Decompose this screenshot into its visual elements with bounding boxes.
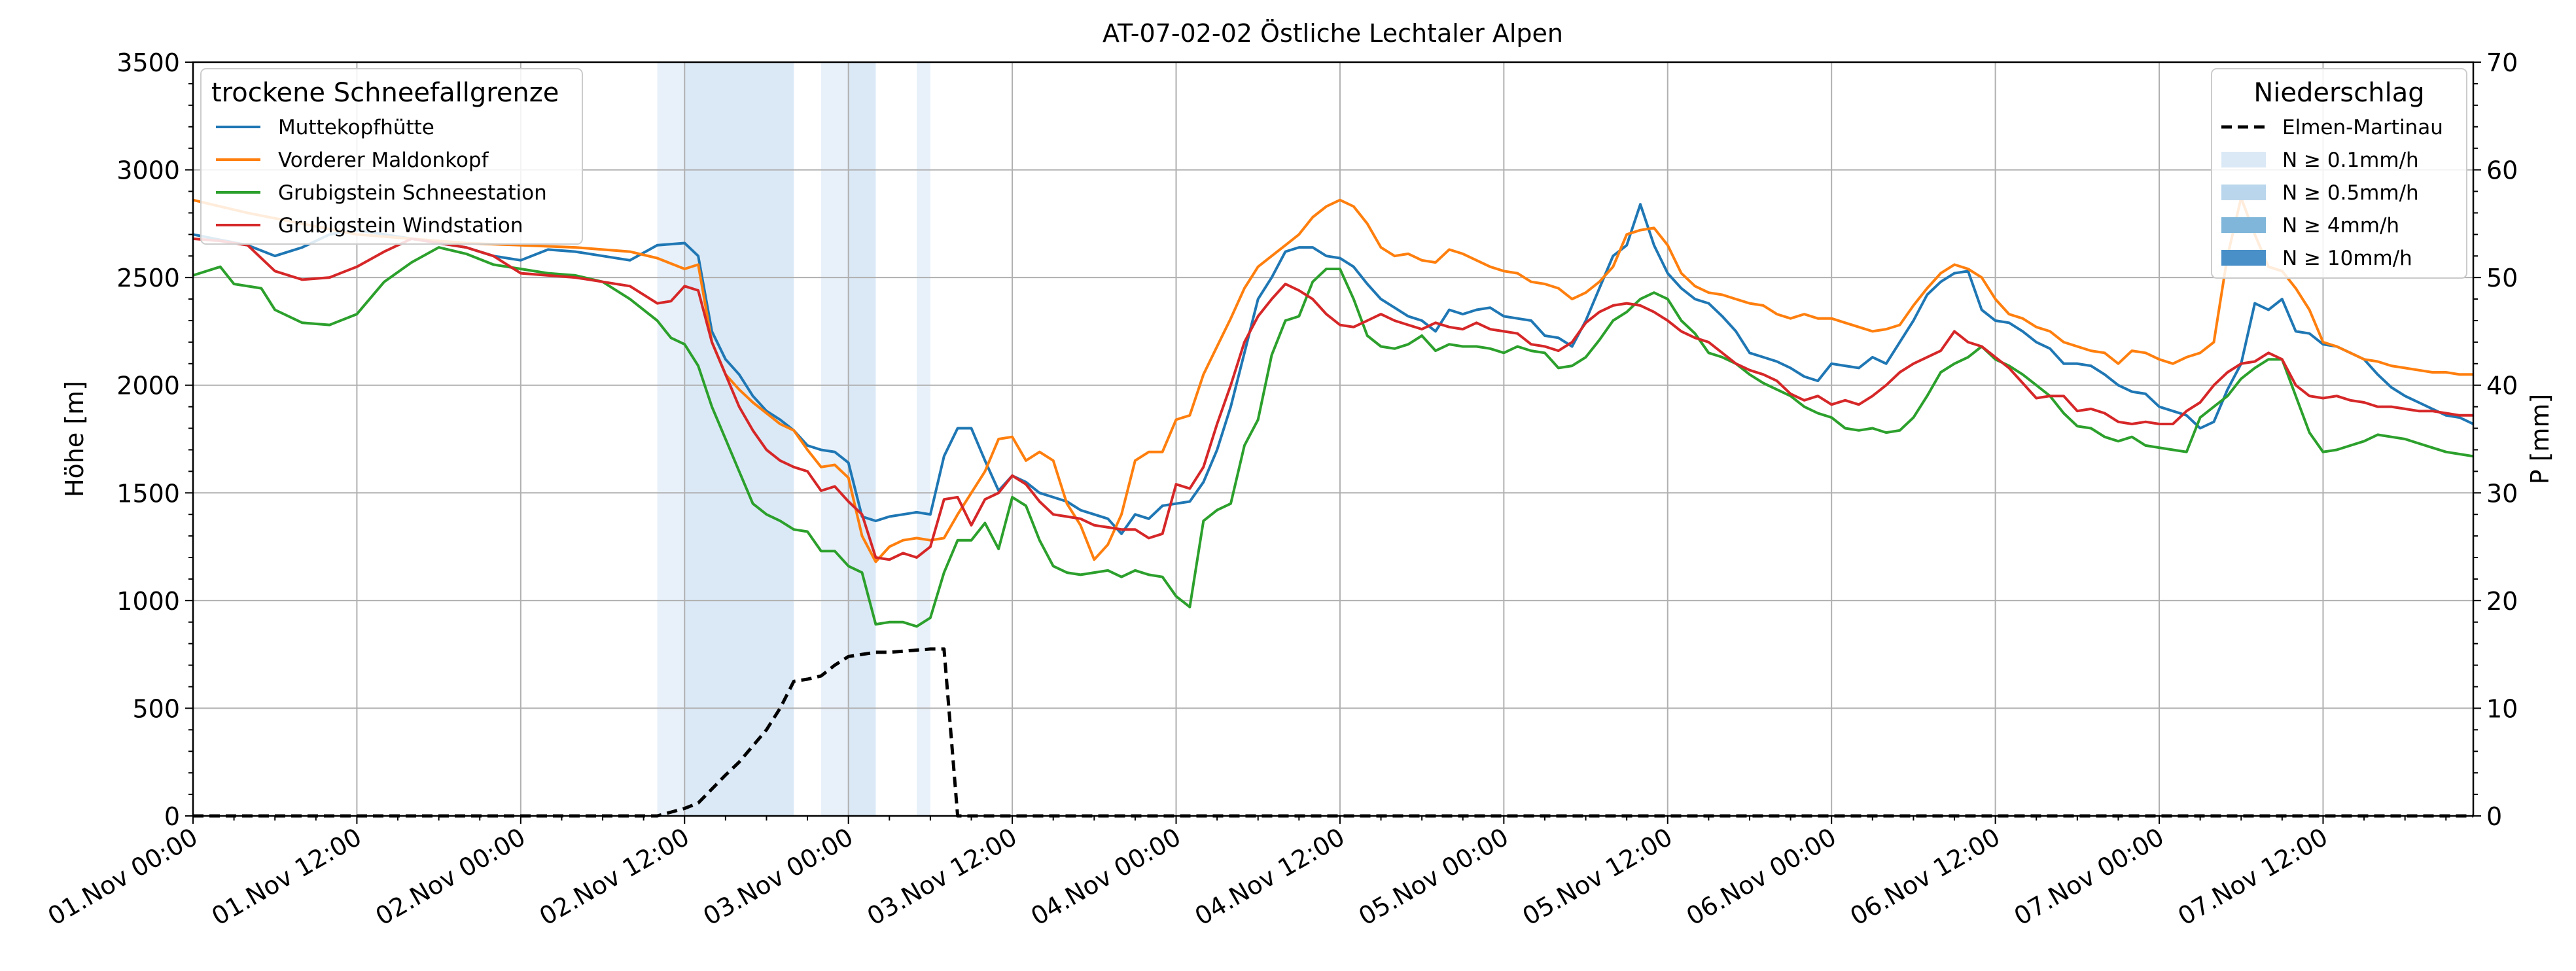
y2-tick-label: 0 (2486, 802, 2502, 831)
y-axis-label: Höhe [m] (60, 381, 89, 497)
precip-band (820, 62, 849, 816)
legend-label-muttekopf: Muttekopfhütte (278, 116, 434, 139)
y-tick-label: 1500 (116, 479, 180, 508)
legend-precipitation: Niederschlag Elmen-Martinau N ≥ 0.1mm/h … (2211, 68, 2467, 279)
right-axis: 0 10 20 30 40 50 60 70 (2473, 48, 2518, 831)
legend-swatch-n4 (2221, 217, 2266, 233)
legend-label-windstation: Grubigstein Windstation (278, 214, 523, 238)
plot-frame (192, 61, 2475, 817)
y2-tick-label: 60 (2486, 156, 2518, 185)
legend-label-maldonkopf: Vorderer Maldonkopf (278, 149, 489, 172)
precip-band (848, 62, 876, 816)
left-axis: 0 500 1000 1500 2000 2500 3000 3500 (116, 48, 193, 831)
series-line-0 (192, 203, 2474, 535)
legend-precipitation-box (2211, 68, 2467, 279)
legend-precipitation-title: Niederschlag (2253, 78, 2424, 108)
legend-swatch-n01 (2221, 152, 2266, 168)
series-line-2 (192, 246, 2474, 628)
precip-band (684, 62, 794, 816)
legend-label-elmen: Elmen-Martinau (2282, 116, 2443, 139)
legend-label-n01: N ≥ 0.1mm/h (2282, 149, 2419, 172)
y2-tick-label: 20 (2486, 587, 2518, 616)
legend-label-n10: N ≥ 10mm/h (2282, 247, 2412, 270)
y-tick-label: 1000 (116, 587, 180, 616)
y2-tick-label: 70 (2486, 48, 2518, 77)
legend-swatch-n10 (2221, 250, 2266, 266)
legend-snowline: trockene Schneefallgrenze Muttekopfhütte… (200, 68, 583, 245)
y2-tick-label: 40 (2486, 372, 2518, 400)
y-tick-label: 0 (164, 802, 180, 831)
chart-title: AT-07-02-02 Östliche Lechtaler Alpen (1103, 19, 1563, 48)
legend-swatch-n05 (2221, 185, 2266, 200)
y-tick-label: 3000 (116, 156, 180, 185)
y-tick-label: 2500 (116, 264, 180, 292)
y-tick-label: 3500 (116, 48, 180, 77)
y-tick-label: 500 (132, 694, 180, 723)
series-lines (192, 196, 2474, 818)
series-line-1 (192, 196, 2473, 563)
legend-label-schneestation: Grubigstein Schneestation (278, 181, 547, 205)
precip-band (917, 62, 930, 816)
precipitation-bands (657, 62, 930, 816)
series-line-4 (193, 647, 2473, 818)
precip-band (657, 62, 685, 816)
y2-tick-label: 50 (2486, 264, 2518, 292)
legend-snowline-title: trockene Schneefallgrenze (211, 78, 559, 108)
y-tick-label: 2000 (116, 372, 180, 400)
legend-label-n05: N ≥ 0.5mm/h (2282, 181, 2419, 205)
y2-axis-label: P [mm] (2526, 394, 2554, 485)
series-line-3 (192, 237, 2473, 561)
legend-label-n4: N ≥ 4mm/h (2282, 214, 2399, 238)
y2-tick-label: 10 (2486, 694, 2518, 723)
legend-snowline-box (200, 68, 583, 245)
y2-tick-label: 30 (2486, 479, 2518, 508)
